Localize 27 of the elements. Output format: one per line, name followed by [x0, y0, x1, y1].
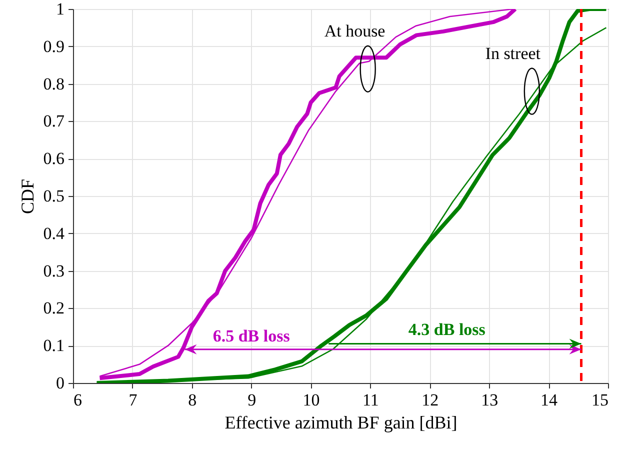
x-tick-label: 8 [188, 390, 197, 410]
x-tick-label: 7 [128, 390, 138, 410]
x-tick-label: 6 [74, 390, 82, 410]
x-axis-title: Effective azimuth BF gain [dBi] [224, 412, 458, 432]
x-tick-label: 15 [592, 390, 608, 410]
y-tick-label: 0.1 [43, 336, 64, 356]
annotation: In street [485, 44, 541, 63]
y-axis-title: CDF [17, 178, 38, 214]
y-tick-label: 0.3 [43, 261, 64, 280]
x-tick-label: 12 [422, 390, 439, 410]
y-tick-label: 0.4 [43, 224, 65, 243]
y-tick-label: 0.9 [43, 36, 64, 56]
y-tick-label: 1 [56, 0, 64, 18]
y-tick-label: 0.5 [43, 186, 64, 206]
annotation: At house [324, 21, 386, 40]
y-tick-label: 0.2 [43, 298, 64, 318]
x-tick-label: 11 [362, 390, 379, 410]
x-tick-label: 14 [540, 390, 558, 410]
x-tick-label: 10 [302, 390, 320, 410]
annotation: 6.5 dB loss [212, 326, 290, 346]
y-tick-label: 0.8 [43, 74, 64, 94]
annotation: 4.3 dB loss [408, 320, 486, 339]
y-tick-label: 0.6 [43, 149, 64, 168]
x-tick-label: 9 [248, 390, 256, 410]
x-tick-label: 13 [481, 390, 498, 410]
y-tick-label: 0 [56, 374, 64, 392]
y-tick-label: 0.7 [43, 112, 65, 131]
